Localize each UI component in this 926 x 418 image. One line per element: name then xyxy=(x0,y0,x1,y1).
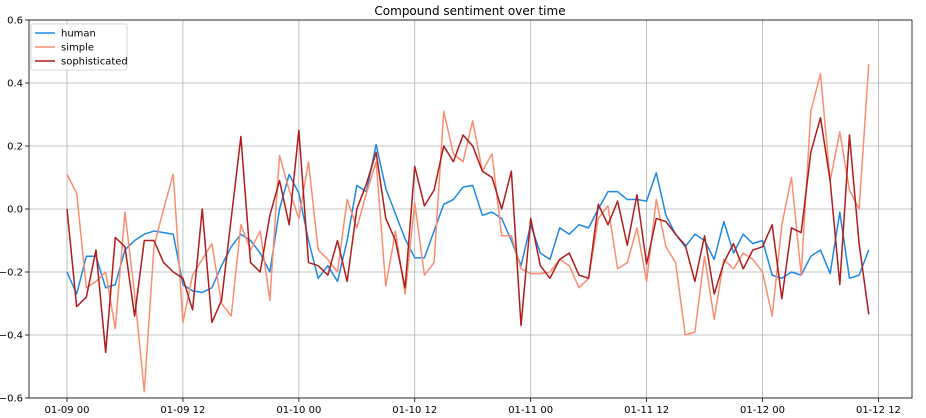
x-tick-label: 01-10 12 xyxy=(392,405,437,416)
axis-ticks: 01-09 00 01-09 12 01-10 00 01-10 12 01-11 00… xyxy=(0,16,901,417)
grid-lines xyxy=(29,19,912,399)
legend: human simple sophisticated xyxy=(30,23,128,71)
x-tick-label: 01-12 12 xyxy=(856,405,901,416)
legend-box xyxy=(30,23,128,71)
x-tick-label: 01-11 12 xyxy=(624,405,669,416)
x-tick-label: 01-12 00 xyxy=(740,405,785,416)
chart-title: Compound sentiment over time xyxy=(374,4,565,18)
x-tick-label: 01-10 00 xyxy=(276,405,321,416)
y-tick-label: −0.4 xyxy=(0,331,23,342)
y-tick-label: 0.0 xyxy=(7,205,23,216)
x-tick-label: 01-09 12 xyxy=(160,405,205,416)
y-tick-label: 0.6 xyxy=(7,16,23,27)
y-tick-label: −0.2 xyxy=(0,268,23,279)
legend-label-simple: simple xyxy=(61,43,94,54)
series-line-human xyxy=(66,143,870,295)
series-lines xyxy=(66,64,870,393)
series-line-simple xyxy=(66,64,870,393)
x-tick-label: 01-11 00 xyxy=(508,405,553,416)
series-line-sophisticated xyxy=(66,116,870,354)
legend-label-sophisticated: sophisticated xyxy=(61,57,128,68)
y-tick-label: 0.4 xyxy=(7,79,23,90)
y-tick-label: −0.6 xyxy=(0,394,23,405)
legend-label-human: human xyxy=(61,29,96,40)
x-tick-label: 01-09 00 xyxy=(45,405,90,416)
y-tick-label: 0.2 xyxy=(7,142,23,153)
